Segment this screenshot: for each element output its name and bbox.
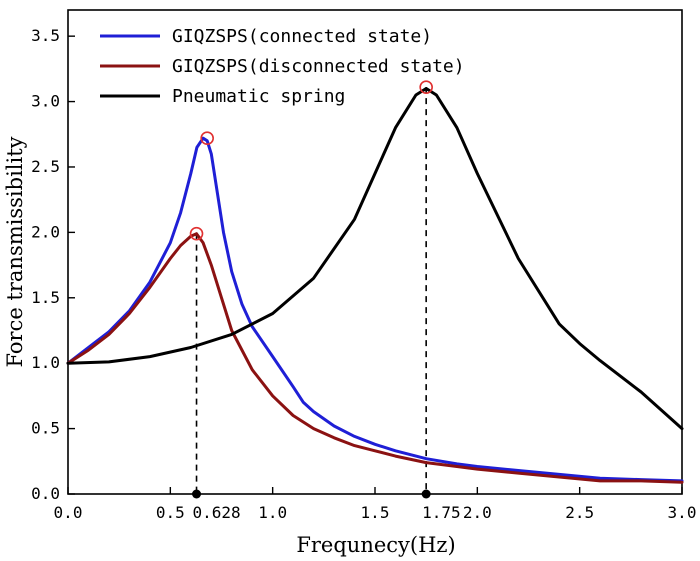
y-tick-label: 3.0 (31, 92, 60, 111)
series-line-1 (66, 232, 684, 484)
y-tick-label: 0.5 (31, 419, 60, 438)
series-line-0 (66, 136, 684, 483)
peak-frequency-markers: 0.628 1.75 (192, 87, 461, 522)
x-tick-label: 2.5 (565, 503, 594, 522)
x-tick-label: 0.5 (156, 503, 185, 522)
legend-label-pneumatic: Pneumatic spring (172, 86, 345, 107)
y-tick-label: 3.5 (31, 26, 60, 45)
peak-circle (419, 80, 433, 94)
x-tick-label: 0.0 (54, 503, 83, 522)
marker-axis-dot (421, 489, 431, 499)
y-tick-label: 2.0 (31, 222, 60, 241)
y-tick-label: 1.5 (31, 288, 60, 307)
x-axis-title: Frequnecy(Hz) (296, 533, 455, 557)
peak-circles (189, 80, 433, 241)
legend: GIQZSPS(connected state) GIQZSPS(disconn… (100, 26, 465, 107)
data-series (66, 87, 684, 484)
y-axis-title: Force transmissibility (3, 136, 27, 367)
marker-label: 0.628 (193, 503, 241, 522)
series-line-2 (66, 87, 684, 431)
peak-circle (200, 131, 214, 145)
y-tick-label: 0.0 (31, 484, 60, 503)
marker-label: 1.75 (422, 503, 461, 522)
plot-frame (67, 9, 683, 495)
x-tick-label: 3.0 (668, 503, 697, 522)
y-tick-label: 2.5 (31, 157, 60, 176)
legend-label-disconnected: GIQZSPS(disconnected state) (172, 56, 465, 77)
legend-label-connected: GIQZSPS(connected state) (172, 26, 432, 47)
x-tick-label: 2.0 (463, 503, 492, 522)
marker-axis-dot (192, 489, 202, 499)
x-tick-label: 1.0 (258, 503, 287, 522)
y-tick-label: 1.0 (31, 353, 60, 372)
peak-circle (189, 226, 204, 241)
x-tick-label: 1.5 (361, 503, 390, 522)
x-axis-ticks: 0.0 0.5 1.0 1.5 2.0 2.5 3.0 (54, 487, 697, 522)
